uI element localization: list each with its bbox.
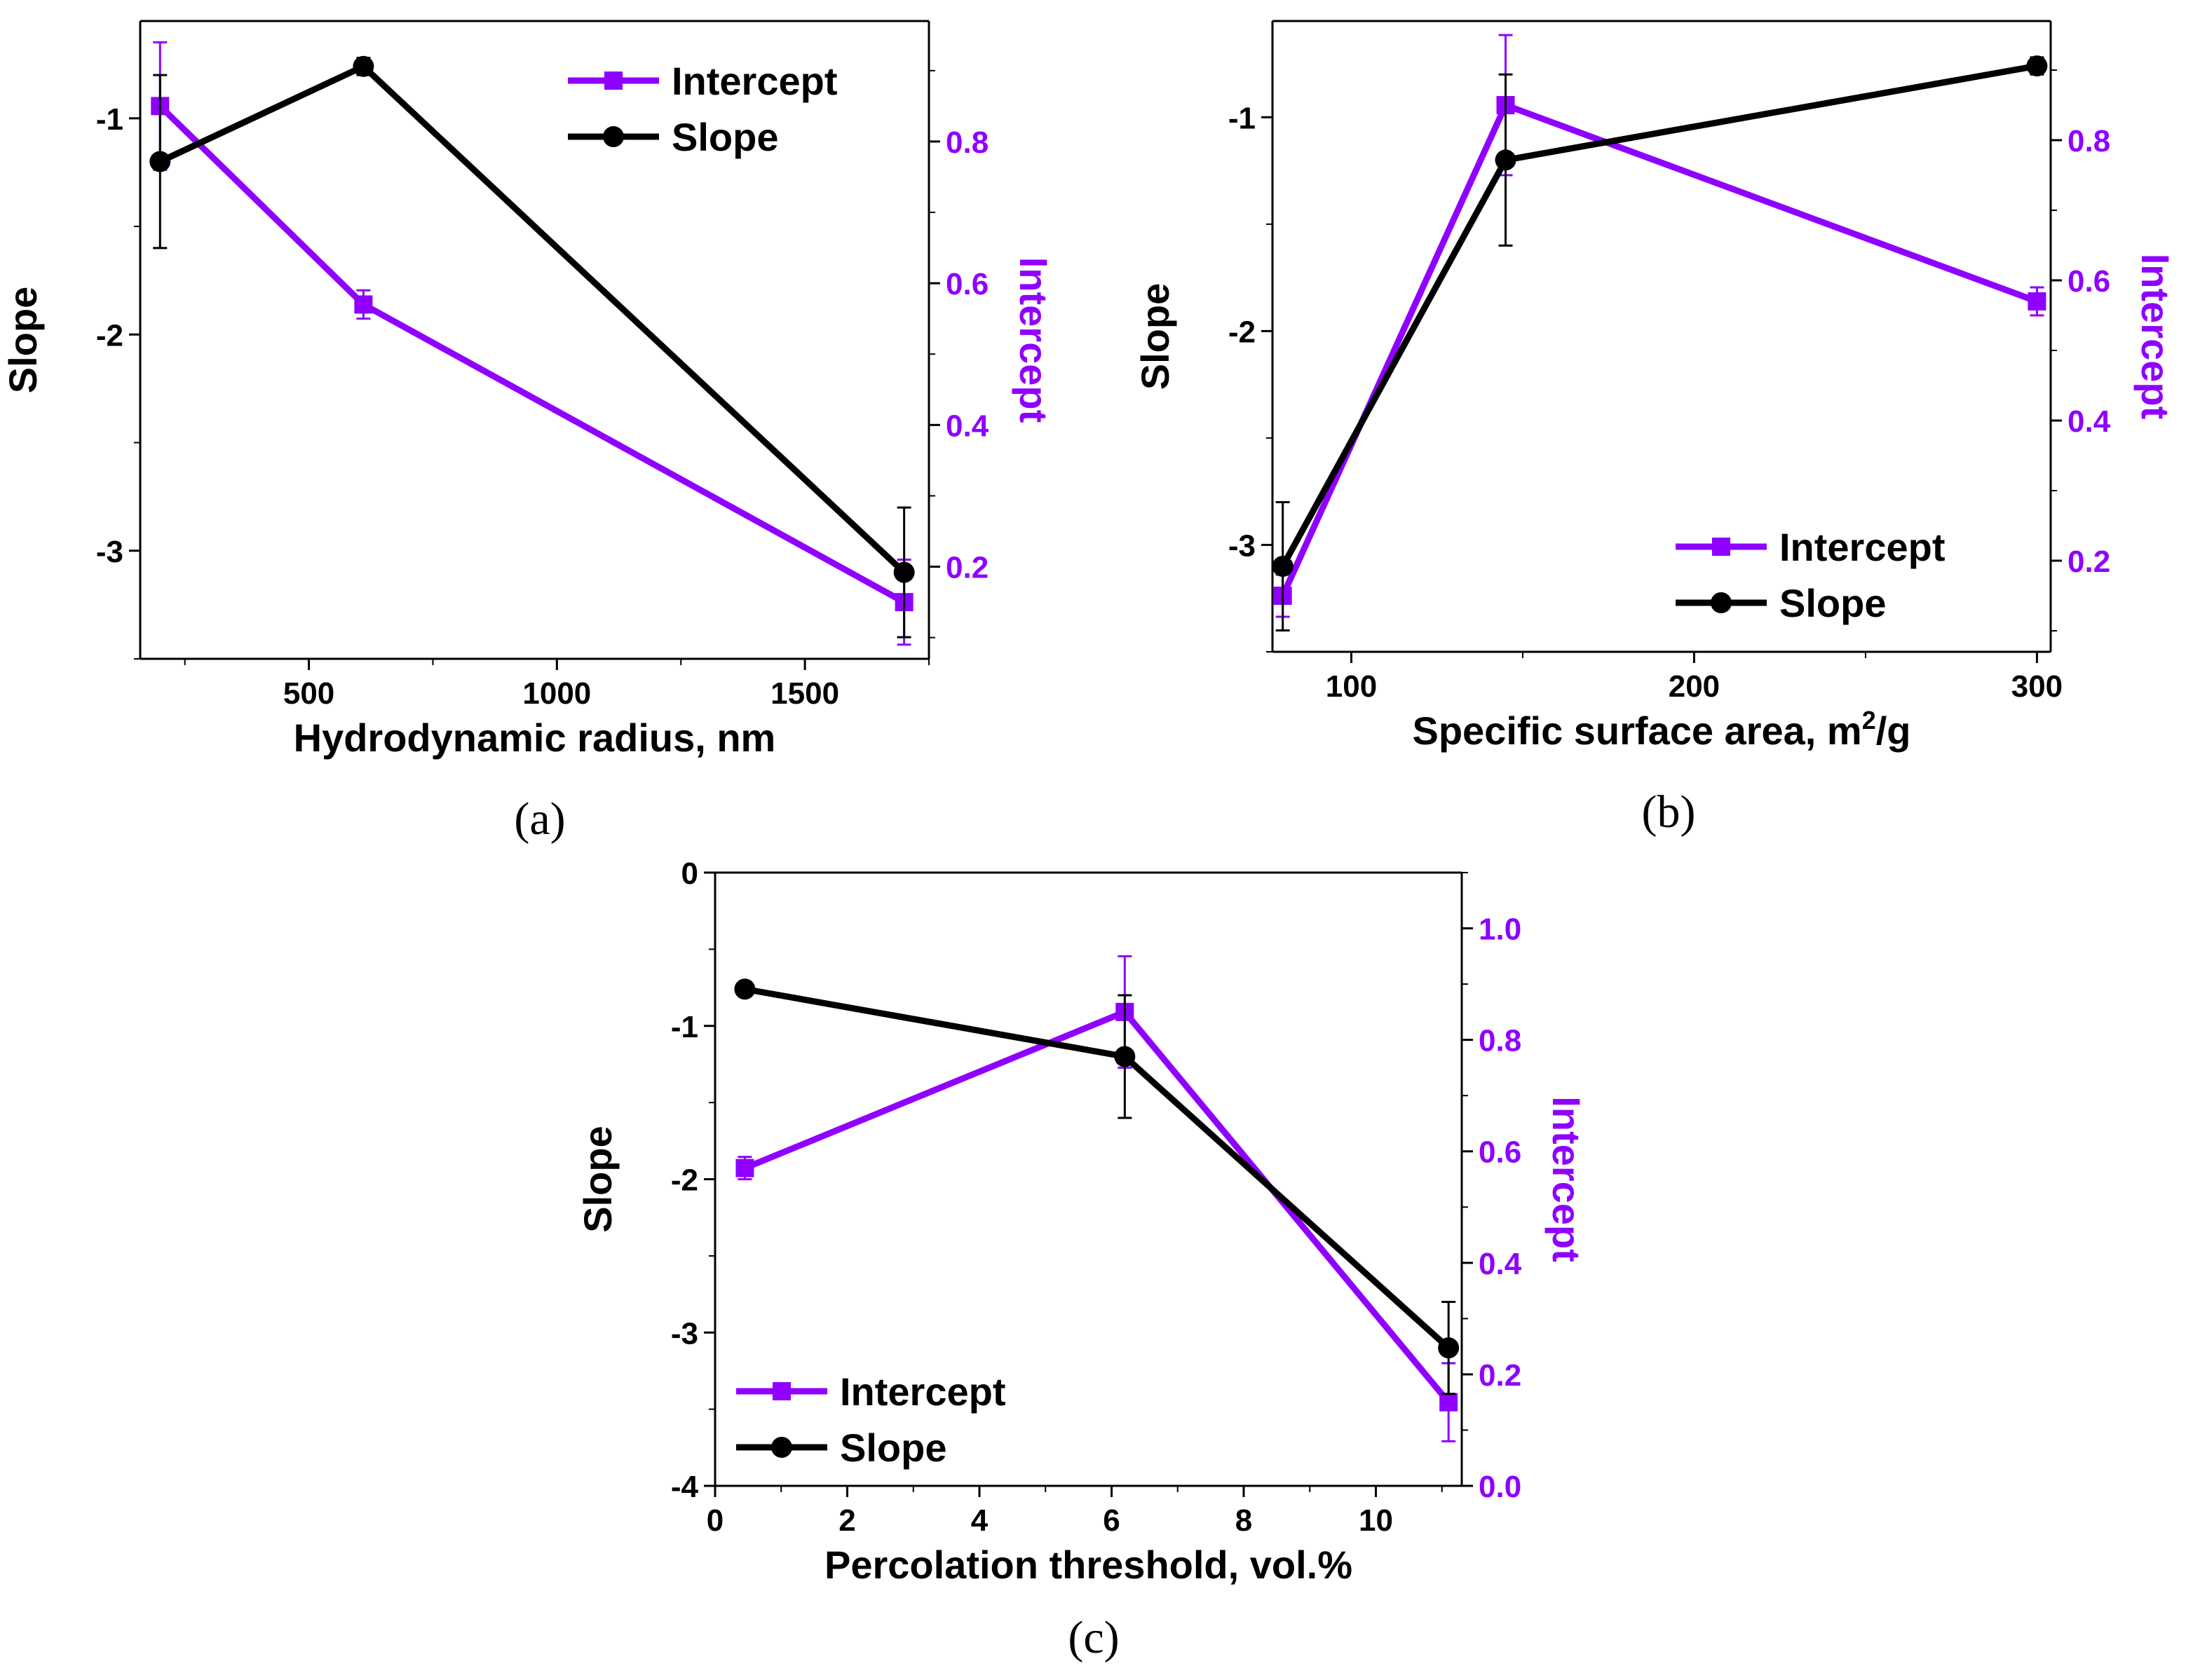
legend-label: Slope <box>1779 581 1886 625</box>
panel-label: (a) <box>514 793 565 845</box>
legend-label: Intercept <box>672 59 838 103</box>
y-right-axis-title: Intercept <box>2133 254 2178 420</box>
y-left-tick-label: -1 <box>1228 101 1256 135</box>
x-tick-label: 0 <box>707 1503 724 1538</box>
series-line-intercept <box>743 1009 1451 1405</box>
data-point-slope <box>1114 1046 1136 1067</box>
data-point-slope <box>734 978 756 1000</box>
x-tick-label: 300 <box>2011 669 2063 704</box>
x-tick-label: 500 <box>283 676 334 711</box>
x-axis-title-superscript: 2 <box>1862 706 1876 735</box>
x-axis-title-main: Specific surface area, m <box>1412 709 1861 753</box>
y-left-tick-label: -3 <box>1228 528 1256 563</box>
legend-label: Intercept <box>840 1370 1006 1414</box>
y-right-tick-label: 0.8 <box>946 125 989 160</box>
y-right-tick-label: 0.6 <box>946 267 989 301</box>
data-point-slope <box>1495 149 1516 171</box>
y-left-tick-label: -3 <box>96 535 123 569</box>
y-left-axis-title: Slope <box>576 1126 620 1232</box>
y-right-tick-label: 0.4 <box>1479 1247 1522 1281</box>
y-right-tick-label: 0.6 <box>2067 264 2110 299</box>
series-line-slope <box>158 63 907 575</box>
y-right-tick-label: 0.2 <box>1479 1358 1521 1393</box>
y-right-tick-label: 0.0 <box>1479 1470 1521 1504</box>
x-tick-label: 200 <box>1669 669 1720 704</box>
legend: Intercept Slope <box>1676 525 1946 625</box>
y-right-tick-label: 0.8 <box>1479 1024 1521 1058</box>
data-point-slope <box>149 151 171 172</box>
chart-panel-a: 500 1000 1500 -1 -2 -3 0.2 0.4 0.6 0.8 Hydrodynami… <box>1 20 1056 760</box>
y-right-tick-label: 0.6 <box>1479 1135 1521 1170</box>
y-right-axis-title: Intercept <box>1544 1096 1589 1262</box>
x-tick-label: 10 <box>1359 1503 1393 1538</box>
legend-marker-intercept <box>604 71 623 90</box>
y-right-tick-label: 0.4 <box>2067 404 2111 439</box>
data-point-slope <box>1438 1337 1460 1359</box>
y-left-tick-label: 0 <box>681 856 698 891</box>
y-left-tick-label: -2 <box>96 318 123 353</box>
panel-label: (b) <box>1642 786 1696 838</box>
x-tick-label: 6 <box>1103 1503 1120 1538</box>
y-left-axis-title: Slope <box>1 287 45 393</box>
data-point-intercept <box>735 1159 754 1177</box>
series-line-intercept <box>1279 102 2038 597</box>
series-line-slope <box>744 985 1451 1351</box>
y-right-tick-label: 1.0 <box>1479 913 1521 947</box>
x-tick-label: 8 <box>1235 1503 1252 1538</box>
x-tick-label: 4 <box>971 1503 989 1538</box>
legend-label: Intercept <box>1779 525 1946 569</box>
legend: Intercept Slope <box>736 1370 1006 1470</box>
data-point-slope <box>353 55 374 77</box>
y-left-tick-label: -4 <box>671 1470 699 1504</box>
y-right-tick-label: 0.4 <box>946 409 989 443</box>
data-point-intercept <box>354 295 373 314</box>
data-point-intercept <box>1439 1393 1458 1412</box>
legend: Intercept Slope <box>568 59 838 159</box>
chart-panel-b: 100 200 300 -1 -2 -3 0.2 0.4 0.6 0.8 Specific surf… <box>1133 20 2178 753</box>
data-point-slope <box>2026 55 2048 77</box>
y-right-tick-label: 0.8 <box>2067 124 2110 158</box>
x-axis-title: Percolation threshold, vol.% <box>824 1543 1352 1587</box>
data-point-slope <box>1272 555 1293 577</box>
y-left-tick-label: -1 <box>671 1010 698 1044</box>
x-axis-title: Hydrodynamic radius, nm <box>294 716 776 760</box>
y-left-tick-label: -1 <box>96 102 123 137</box>
panel-label: (c) <box>1068 1612 1119 1663</box>
y-right-tick-label: 0.2 <box>946 551 989 585</box>
legend-marker-intercept <box>1712 538 1730 556</box>
series-line-slope <box>1279 62 2038 568</box>
x-tick-label: 2 <box>838 1503 855 1538</box>
x-axis-title: Specific surface area, m2/g <box>1412 706 1910 753</box>
x-axis-title-suffix: /g <box>1876 709 1911 753</box>
data-point-intercept <box>2028 292 2046 310</box>
legend-marker-slope <box>1711 592 1732 613</box>
legend-marker-slope <box>603 126 624 147</box>
y-right-tick-label: 0.2 <box>2067 545 2110 579</box>
y-left-axis-title: Slope <box>1133 283 1177 390</box>
series-line-intercept <box>158 104 906 606</box>
y-left-tick-label: -2 <box>671 1163 698 1198</box>
legend-label: Slope <box>672 115 778 159</box>
x-tick-label: 1000 <box>522 676 591 711</box>
legend-marker-intercept <box>773 1382 791 1400</box>
chart-panel-c: 0 2 4 6 8 10 0 -1 -2 -3 -4 0.0 0.2 0.4 0.6 0.8 1.0 Percol… <box>576 856 1589 1587</box>
x-tick-label: 1500 <box>770 676 839 711</box>
legend-label: Slope <box>840 1426 946 1470</box>
legend-marker-slope <box>771 1437 792 1458</box>
y-right-axis-title: Intercept <box>1012 257 1056 423</box>
x-tick-label: 100 <box>1326 669 1377 704</box>
data-point-slope <box>893 561 915 583</box>
y-left-tick-label: -2 <box>1228 315 1256 349</box>
y-left-tick-label: -3 <box>671 1316 698 1351</box>
